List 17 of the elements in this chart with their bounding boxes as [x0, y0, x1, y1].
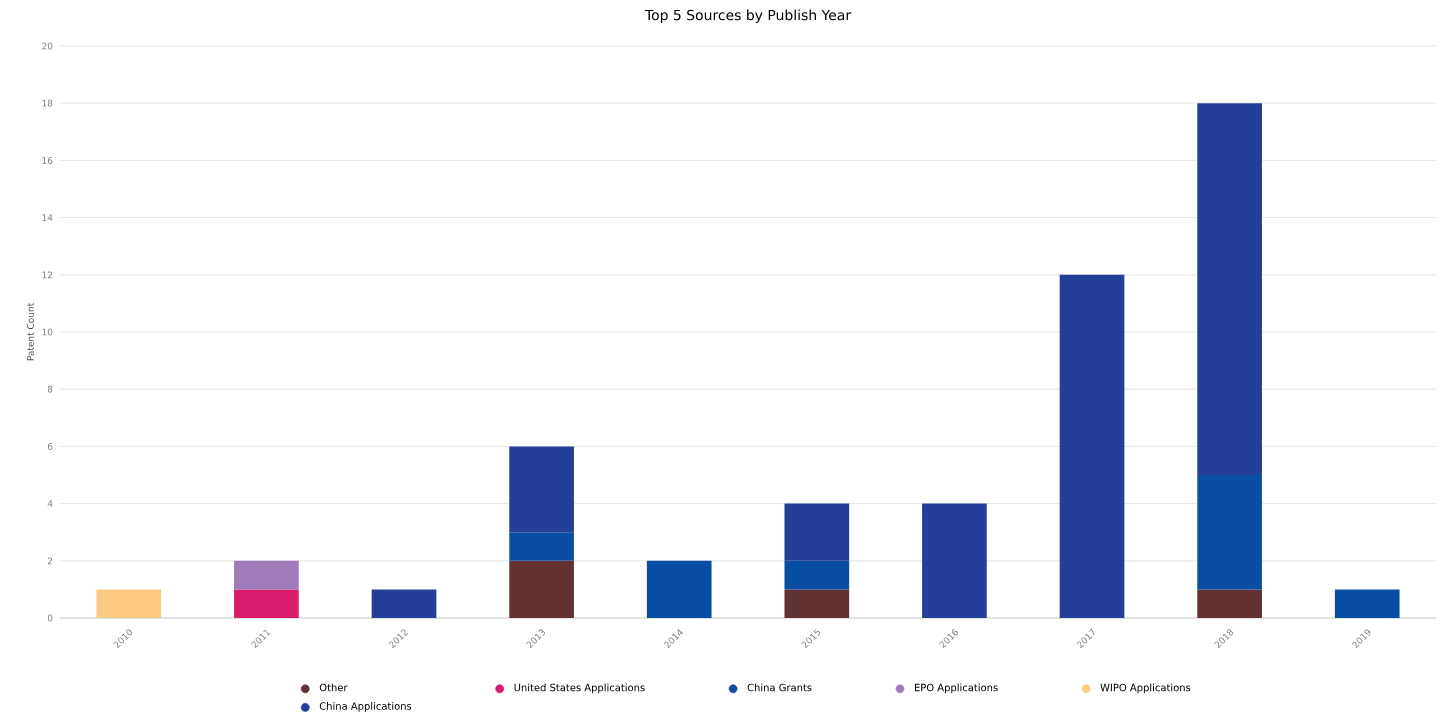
bar — [234, 560, 299, 590]
bar — [509, 532, 574, 561]
bar — [784, 560, 850, 590]
bar — [96, 589, 162, 618]
bar — [784, 589, 850, 618]
bar — [371, 589, 437, 618]
bar — [922, 503, 987, 618]
bar — [1334, 589, 1400, 618]
bar — [784, 503, 850, 561]
bar — [1197, 103, 1262, 475]
bar — [234, 589, 299, 618]
bar — [509, 446, 574, 533]
bar — [1197, 475, 1262, 590]
bar — [1059, 274, 1125, 618]
bar — [1197, 589, 1262, 618]
bar — [509, 560, 574, 618]
bar — [646, 560, 712, 618]
